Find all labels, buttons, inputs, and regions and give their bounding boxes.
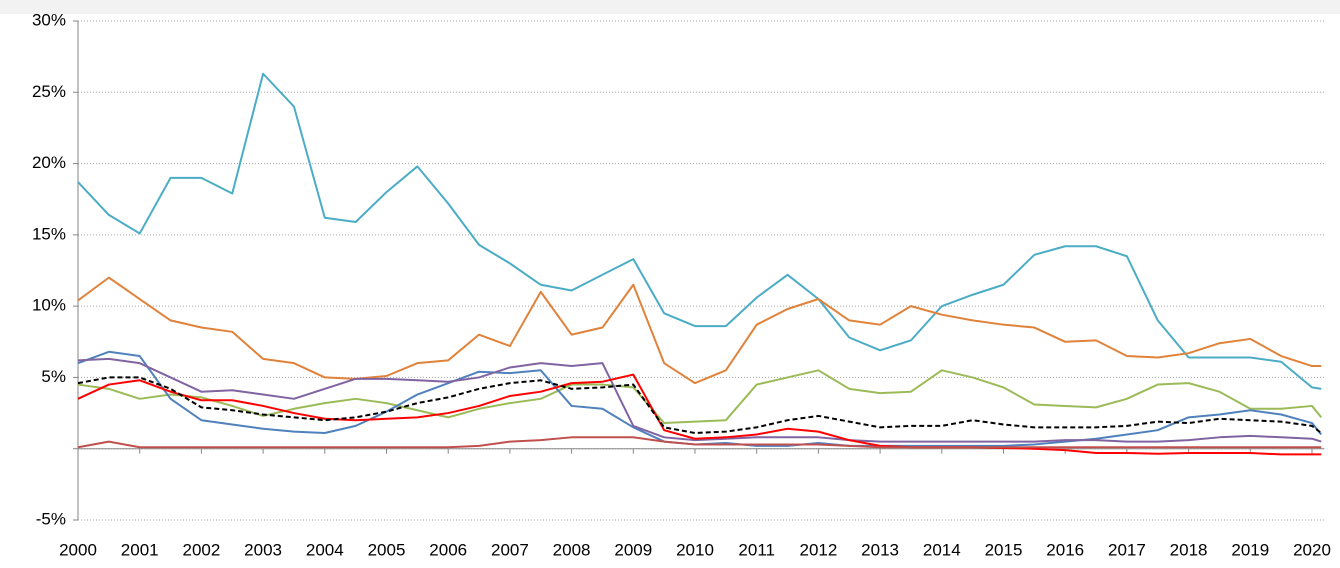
series-line (77, 376, 1322, 435)
y-tick-label: -5% (36, 509, 66, 528)
x-tick-label: 2006 (429, 540, 467, 559)
x-tick-label: 2020 (1293, 540, 1331, 559)
x-tick-label: 2002 (182, 540, 220, 559)
x-tick-label: 2003 (244, 540, 282, 559)
x-tick-label: 2018 (1170, 540, 1208, 559)
y-tick-label: 30% (32, 10, 66, 29)
top-band (0, 0, 1340, 14)
x-tick-label: 2001 (121, 540, 159, 559)
series-line (77, 357, 1322, 443)
series-line (77, 369, 1323, 425)
x-tick-label: 2017 (1108, 540, 1146, 559)
x-tick-label: 2007 (491, 540, 529, 559)
x-tick-label: 2009 (614, 540, 652, 559)
series-line (77, 350, 1323, 447)
series-line (77, 72, 1322, 390)
x-tick-label: 2000 (59, 540, 97, 559)
x-tick-label: 2011 (738, 540, 775, 559)
y-tick-label: 15% (32, 224, 66, 243)
x-tick-label: 2014 (923, 540, 961, 559)
x-tick-label: 2005 (368, 540, 406, 559)
x-tick-label: 2016 (1046, 540, 1084, 559)
series-line (77, 436, 1322, 449)
x-tick-label: 2012 (799, 540, 837, 559)
y-tick-label: 25% (32, 82, 66, 101)
y-tick-label: 20% (32, 153, 66, 172)
series-line (77, 373, 1322, 456)
x-tick-label: 2015 (985, 540, 1023, 559)
x-tick-label: 2019 (1231, 540, 1269, 559)
series-line (77, 276, 1322, 385)
x-tick-label: 2004 (306, 540, 344, 559)
y-tick-label: 10% (32, 296, 66, 315)
x-tick-label: 2008 (553, 540, 591, 559)
x-tick-label: 2013 (861, 540, 899, 559)
x-tick-label: 2010 (676, 540, 714, 559)
y-tick-label: 5% (41, 367, 66, 386)
